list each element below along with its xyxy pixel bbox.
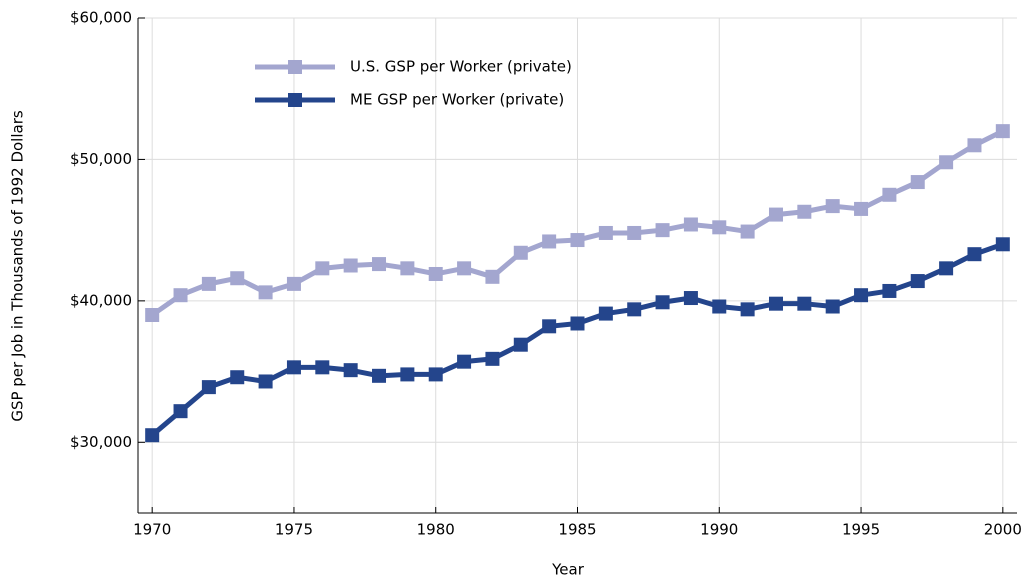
data-point [372, 368, 387, 383]
data-point [910, 175, 925, 190]
x-tick-label: 1985 [558, 521, 596, 539]
x-tick-label: 1990 [700, 521, 738, 539]
data-point [258, 374, 273, 389]
y-tick-label: $60,000 [70, 9, 132, 27]
data-point [201, 380, 216, 395]
x-axis-label: Year [551, 561, 585, 579]
data-point [797, 204, 812, 219]
y-tick-label: $40,000 [70, 291, 132, 309]
data-point [995, 237, 1010, 252]
data-point [173, 404, 188, 419]
data-point [797, 296, 812, 311]
data-point [230, 370, 245, 385]
data-point [372, 257, 387, 272]
data-point [683, 217, 698, 232]
data-point [712, 299, 727, 314]
data-point [542, 319, 557, 334]
x-tick-label: 1970 [133, 521, 171, 539]
data-point [655, 295, 670, 310]
legend-marker [288, 60, 302, 74]
data-point [825, 199, 840, 214]
data-point [598, 225, 613, 240]
data-point [542, 234, 557, 249]
data-point [995, 124, 1010, 139]
data-point [627, 302, 642, 317]
data-point [145, 428, 160, 443]
data-point [173, 288, 188, 303]
x-tick-label: 2000 [984, 521, 1022, 539]
data-point [428, 367, 443, 382]
data-point [315, 360, 330, 375]
x-tick-label: 1995 [842, 521, 880, 539]
data-point [740, 302, 755, 317]
y-tick-label: $30,000 [70, 433, 132, 451]
data-point [712, 220, 727, 235]
data-point [457, 354, 472, 369]
data-point [882, 283, 897, 298]
data-point [230, 271, 245, 286]
data-point [825, 299, 840, 314]
y-tick-label: $50,000 [70, 150, 132, 168]
data-point [286, 276, 301, 291]
legend-label: ME GSP per Worker (private) [350, 91, 564, 109]
x-tick-label: 1975 [275, 521, 313, 539]
data-point [485, 269, 500, 284]
data-point [400, 367, 415, 382]
data-point [768, 296, 783, 311]
x-tick-label: 1980 [417, 521, 455, 539]
y-axis-label: GSP per Job in Thousands of 1992 Dollars [9, 110, 27, 422]
data-point [882, 187, 897, 202]
data-point [598, 306, 613, 321]
data-point [854, 201, 869, 216]
data-point [570, 233, 585, 248]
data-point [457, 261, 472, 276]
data-point [286, 360, 301, 375]
data-point [740, 224, 755, 239]
data-point [655, 223, 670, 238]
data-point [967, 138, 982, 153]
data-point [485, 351, 500, 366]
data-point [428, 266, 443, 281]
data-point [315, 261, 330, 276]
data-point [570, 316, 585, 331]
data-point [683, 291, 698, 306]
data-point [939, 261, 954, 276]
data-point [513, 337, 528, 352]
data-point [627, 225, 642, 240]
data-point [201, 276, 216, 291]
legend-label: U.S. GSP per Worker (private) [350, 58, 572, 76]
data-point [854, 288, 869, 303]
data-point [343, 258, 358, 273]
data-point [768, 207, 783, 222]
data-point [145, 308, 160, 322]
legend-marker [288, 93, 302, 107]
data-point [258, 285, 273, 300]
data-point [939, 155, 954, 170]
data-point [910, 274, 925, 289]
data-point [513, 245, 528, 260]
data-point [400, 261, 415, 276]
data-point [967, 247, 982, 262]
data-point [343, 363, 358, 378]
